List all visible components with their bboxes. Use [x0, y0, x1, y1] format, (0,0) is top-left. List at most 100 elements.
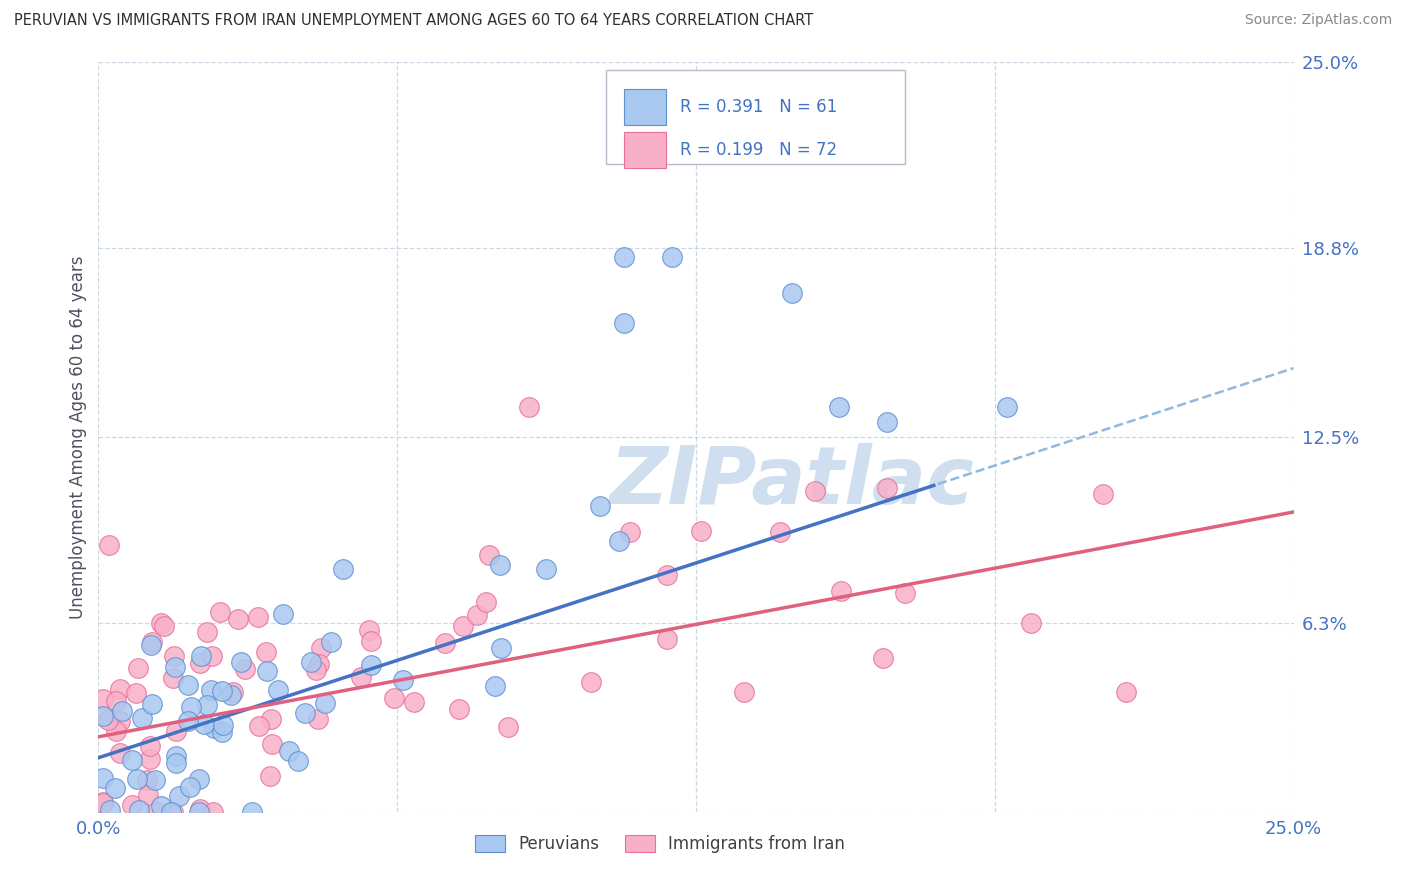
- Point: [165, 723, 187, 738]
- Point: [894, 585, 917, 599]
- Text: ZIPatlас: ZIPatlас: [609, 443, 974, 521]
- Point: [108, 682, 131, 697]
- Point: [139, 638, 162, 652]
- Point: [319, 635, 342, 649]
- Point: [221, 688, 243, 702]
- Point: [121, 753, 143, 767]
- Point: [350, 670, 373, 684]
- Point: [876, 481, 898, 495]
- Point: [305, 663, 328, 677]
- Point: [465, 607, 488, 622]
- Point: [314, 696, 336, 710]
- Point: [188, 657, 211, 671]
- Point: [657, 632, 679, 646]
- Text: PERUVIAN VS IMMIGRANTS FROM IRAN UNEMPLOYMENT AMONG AGES 60 TO 64 YEARS CORRELAT: PERUVIAN VS IMMIGRANTS FROM IRAN UNEMPLO…: [14, 13, 813, 29]
- Point: [136, 788, 159, 802]
- Point: [517, 400, 540, 414]
- Point: [110, 714, 132, 728]
- Point: [661, 250, 683, 264]
- Point: [309, 641, 332, 656]
- Point: [266, 683, 288, 698]
- Point: [222, 685, 245, 699]
- Point: [226, 611, 249, 625]
- Point: [163, 648, 186, 663]
- Point: [125, 772, 148, 786]
- Point: [141, 697, 163, 711]
- Point: [709, 145, 731, 160]
- Point: [1019, 615, 1042, 630]
- Point: [876, 415, 898, 429]
- Point: [828, 400, 851, 414]
- Y-axis label: Unemployment Among Ages 60 to 64 years: Unemployment Among Ages 60 to 64 years: [69, 255, 87, 619]
- Point: [211, 684, 233, 698]
- Point: [579, 674, 602, 689]
- Point: [91, 709, 114, 723]
- Point: [127, 660, 149, 674]
- Point: [165, 748, 187, 763]
- Point: [201, 649, 224, 664]
- Point: [176, 678, 198, 692]
- FancyBboxPatch shape: [624, 88, 666, 125]
- Point: [488, 558, 510, 572]
- Point: [141, 635, 163, 649]
- Point: [247, 609, 270, 624]
- Point: [256, 645, 278, 659]
- Point: [128, 803, 150, 817]
- Point: [188, 805, 211, 819]
- Point: [1115, 685, 1137, 699]
- Point: [179, 780, 201, 795]
- Point: [131, 711, 153, 725]
- Point: [111, 704, 134, 718]
- FancyBboxPatch shape: [624, 132, 666, 168]
- Point: [260, 712, 283, 726]
- Point: [478, 548, 501, 562]
- Point: [536, 562, 558, 576]
- Point: [97, 713, 120, 727]
- Point: [404, 695, 426, 709]
- Point: [613, 316, 636, 330]
- Point: [136, 772, 159, 787]
- Point: [277, 744, 299, 758]
- Point: [804, 483, 827, 498]
- Point: [209, 605, 232, 619]
- Point: [201, 805, 224, 819]
- Point: [97, 538, 120, 552]
- Point: [287, 754, 309, 768]
- Point: [1092, 487, 1115, 501]
- Point: [733, 685, 755, 699]
- Point: [162, 671, 184, 685]
- Point: [830, 584, 852, 599]
- Point: [91, 795, 114, 809]
- Point: [256, 664, 278, 678]
- Point: [872, 650, 894, 665]
- Point: [195, 624, 218, 639]
- Point: [188, 772, 211, 786]
- Point: [190, 648, 212, 663]
- Point: [162, 805, 184, 819]
- Point: [382, 690, 405, 705]
- Text: R = 0.391   N = 61: R = 0.391 N = 61: [681, 97, 838, 116]
- Point: [308, 657, 330, 671]
- Point: [125, 686, 148, 700]
- Point: [475, 595, 498, 609]
- Point: [294, 706, 316, 720]
- Text: R = 0.199   N = 72: R = 0.199 N = 72: [681, 141, 838, 159]
- Point: [180, 699, 202, 714]
- Point: [145, 805, 167, 819]
- Point: [91, 796, 114, 810]
- Legend: Peruvians, Immigrants from Iran: Peruvians, Immigrants from Iran: [468, 828, 852, 860]
- Point: [160, 805, 183, 819]
- Point: [449, 702, 471, 716]
- FancyBboxPatch shape: [606, 70, 905, 163]
- Point: [619, 524, 641, 539]
- Point: [607, 534, 630, 549]
- Text: Source: ZipAtlas.com: Source: ZipAtlas.com: [1244, 13, 1392, 28]
- Point: [262, 737, 284, 751]
- Point: [299, 655, 322, 669]
- Point: [392, 673, 415, 687]
- Point: [190, 802, 212, 816]
- Point: [138, 752, 160, 766]
- Point: [240, 805, 263, 819]
- Point: [98, 804, 121, 818]
- Point: [91, 692, 114, 706]
